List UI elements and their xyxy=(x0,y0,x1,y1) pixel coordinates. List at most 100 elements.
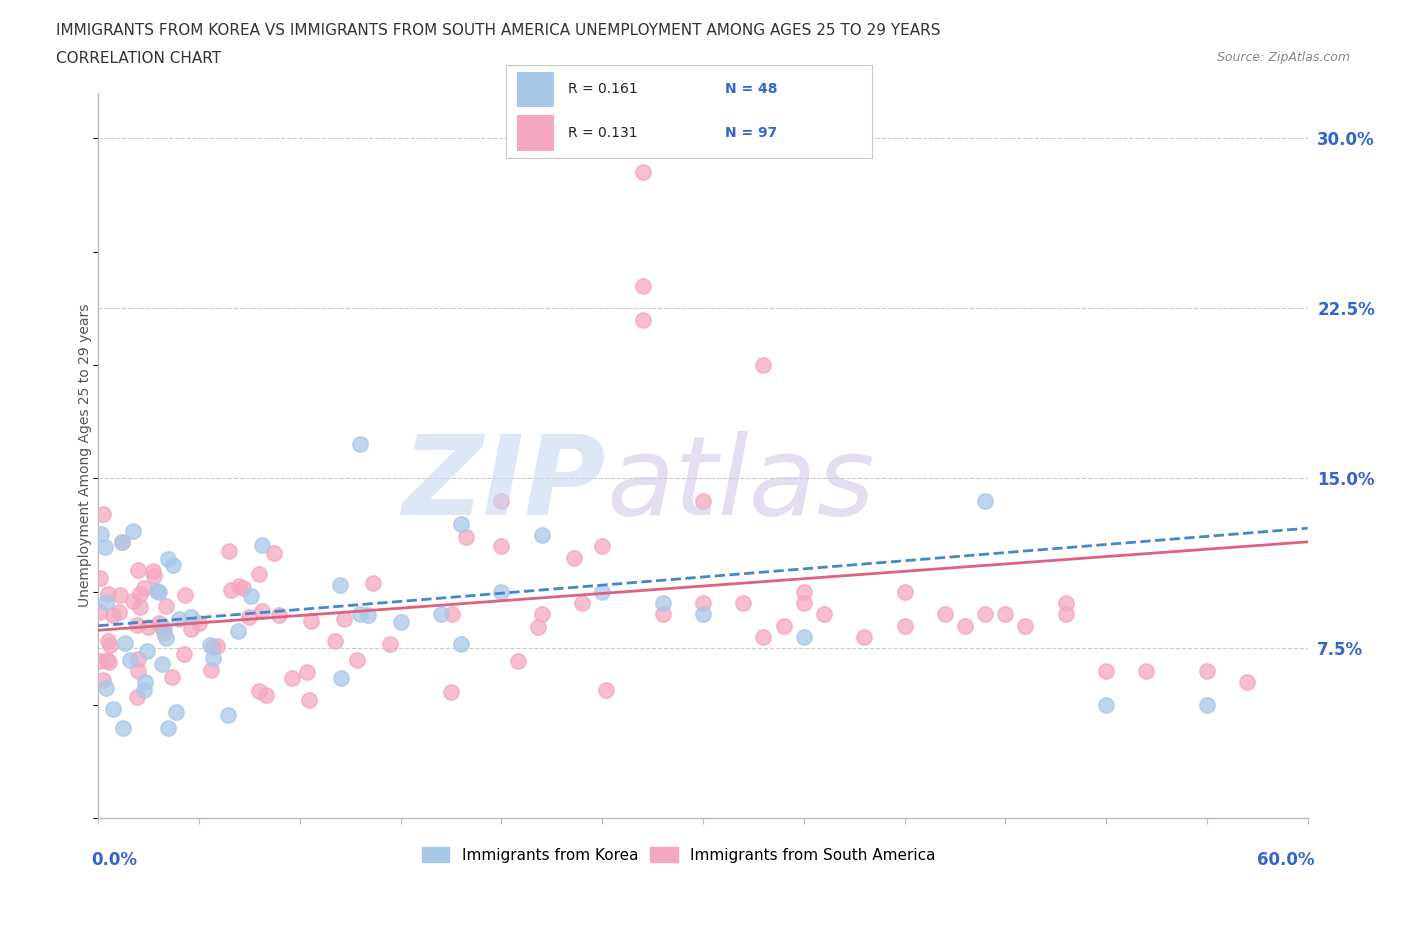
Text: Source: ZipAtlas.com: Source: ZipAtlas.com xyxy=(1216,51,1350,64)
Point xyxy=(491,584,513,599)
Point xyxy=(135,644,157,658)
Point xyxy=(97,587,120,602)
Point xyxy=(953,618,976,633)
Point xyxy=(142,569,165,584)
Point xyxy=(128,587,150,602)
Point xyxy=(631,278,654,293)
Point xyxy=(252,538,274,552)
Point xyxy=(1135,664,1157,679)
Point xyxy=(91,507,114,522)
Point xyxy=(150,657,173,671)
Point xyxy=(1054,607,1077,622)
Point xyxy=(357,607,380,622)
Point xyxy=(96,594,118,609)
Point xyxy=(631,312,654,327)
Bar xyxy=(517,115,554,151)
Point xyxy=(250,604,273,618)
Point xyxy=(974,607,997,622)
Point xyxy=(1195,698,1218,712)
Point xyxy=(201,650,224,665)
Point xyxy=(111,720,134,735)
Point xyxy=(893,618,915,633)
Point xyxy=(1095,698,1118,712)
Point xyxy=(793,584,815,599)
Point xyxy=(772,618,794,633)
Text: 0.0%: 0.0% xyxy=(91,851,138,870)
Point xyxy=(134,580,156,595)
Point xyxy=(1054,595,1077,610)
Point xyxy=(254,687,277,702)
Point xyxy=(595,683,617,698)
Point xyxy=(994,607,1017,622)
Point xyxy=(692,494,714,509)
Point xyxy=(247,684,270,698)
Point xyxy=(127,651,149,666)
Point xyxy=(733,595,755,610)
Point xyxy=(631,165,654,179)
Text: CORRELATION CHART: CORRELATION CHART xyxy=(56,51,221,66)
Point xyxy=(157,551,180,566)
Point xyxy=(298,693,321,708)
Point xyxy=(200,663,222,678)
Point xyxy=(142,564,165,578)
Point xyxy=(101,701,124,716)
Text: IMMIGRANTS FROM KOREA VS IMMIGRANTS FROM SOUTH AMERICA UNEMPLOYMENT AMONG AGES 2: IMMIGRANTS FROM KOREA VS IMMIGRANTS FROM… xyxy=(56,23,941,38)
Point xyxy=(508,653,530,668)
Point xyxy=(267,607,290,622)
Point xyxy=(129,600,152,615)
Point xyxy=(202,640,225,655)
Text: ZIP: ZIP xyxy=(402,432,606,538)
Point xyxy=(167,611,190,626)
Point xyxy=(114,635,136,650)
Point xyxy=(297,665,319,680)
Point xyxy=(98,655,121,670)
Point xyxy=(389,615,412,630)
Point xyxy=(1014,618,1036,633)
Point xyxy=(218,543,240,558)
Point xyxy=(173,646,195,661)
Point xyxy=(591,539,613,554)
Point xyxy=(226,623,249,638)
Point xyxy=(111,535,134,550)
Point xyxy=(219,582,242,597)
Point xyxy=(232,580,254,595)
Point xyxy=(591,584,613,599)
Point xyxy=(180,621,202,636)
Point xyxy=(180,610,202,625)
Point xyxy=(454,529,477,544)
Point xyxy=(793,595,815,610)
Point xyxy=(205,639,228,654)
Point xyxy=(122,593,145,608)
Point xyxy=(526,620,548,635)
Point xyxy=(530,607,553,622)
Point xyxy=(450,636,472,651)
Point xyxy=(813,607,835,622)
Point xyxy=(153,625,176,640)
Point xyxy=(361,576,384,591)
Point xyxy=(346,653,368,668)
Point xyxy=(198,638,221,653)
Point xyxy=(1195,664,1218,679)
Point xyxy=(127,664,149,679)
Legend: Immigrants from Korea, Immigrants from South America: Immigrants from Korea, Immigrants from S… xyxy=(416,841,942,869)
Point xyxy=(153,620,176,635)
Point xyxy=(127,563,149,578)
Text: R = 0.161: R = 0.161 xyxy=(568,82,638,97)
Text: R = 0.131: R = 0.131 xyxy=(568,126,638,140)
Point xyxy=(148,584,170,599)
Point xyxy=(162,557,184,572)
Point xyxy=(155,599,177,614)
Point xyxy=(110,535,132,550)
Point xyxy=(299,614,322,629)
Point xyxy=(134,674,156,689)
Point xyxy=(239,589,262,604)
Point xyxy=(125,618,148,632)
Point xyxy=(571,595,593,610)
Point xyxy=(90,526,112,541)
Point xyxy=(692,607,714,622)
Point xyxy=(752,630,775,644)
Point xyxy=(238,609,260,624)
Point xyxy=(228,578,250,593)
Point xyxy=(974,494,997,509)
Point xyxy=(491,539,513,554)
